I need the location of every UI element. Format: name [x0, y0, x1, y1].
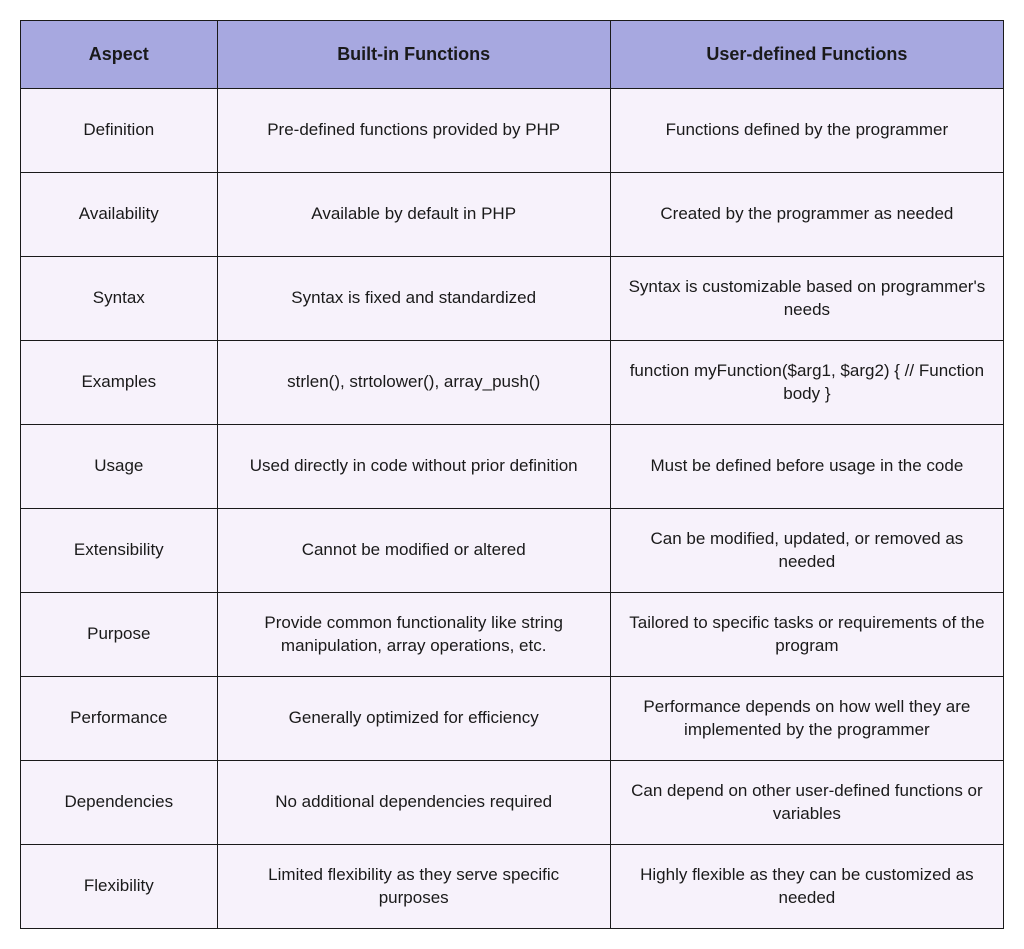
col-header-builtin: Built-in Functions	[217, 21, 610, 89]
aspect-cell: Examples	[21, 341, 218, 425]
userdefined-cell: Functions defined by the programmer	[610, 89, 1003, 173]
userdefined-cell: Created by the programmer as needed	[610, 173, 1003, 257]
aspect-cell: Purpose	[21, 593, 218, 677]
table-row: Syntax Syntax is fixed and standardized …	[21, 257, 1004, 341]
builtin-cell: Limited flexibility as they serve specif…	[217, 845, 610, 929]
builtin-cell: Cannot be modified or altered	[217, 509, 610, 593]
builtin-cell: Provide common functionality like string…	[217, 593, 610, 677]
userdefined-cell: Performance depends on how well they are…	[610, 677, 1003, 761]
comparison-table: Aspect Built-in Functions User-defined F…	[20, 20, 1004, 929]
table-row: Dependencies No additional dependencies …	[21, 761, 1004, 845]
table-row: Examples strlen(), strtolower(), array_p…	[21, 341, 1004, 425]
table-row: Extensibility Cannot be modified or alte…	[21, 509, 1004, 593]
col-header-userdefined: User-defined Functions	[610, 21, 1003, 89]
builtin-cell: Generally optimized for efficiency	[217, 677, 610, 761]
aspect-cell: Usage	[21, 425, 218, 509]
userdefined-cell: Can be modified, updated, or removed as …	[610, 509, 1003, 593]
aspect-cell: Flexibility	[21, 845, 218, 929]
table-row: Usage Used directly in code without prio…	[21, 425, 1004, 509]
comparison-table-container: Aspect Built-in Functions User-defined F…	[20, 20, 1004, 929]
aspect-cell: Performance	[21, 677, 218, 761]
aspect-cell: Dependencies	[21, 761, 218, 845]
userdefined-cell: Syntax is customizable based on programm…	[610, 257, 1003, 341]
builtin-cell: strlen(), strtolower(), array_push()	[217, 341, 610, 425]
aspect-cell: Syntax	[21, 257, 218, 341]
table-header-row: Aspect Built-in Functions User-defined F…	[21, 21, 1004, 89]
builtin-cell: Available by default in PHP	[217, 173, 610, 257]
userdefined-cell: Must be defined before usage in the code	[610, 425, 1003, 509]
builtin-cell: Used directly in code without prior defi…	[217, 425, 610, 509]
table-row: Performance Generally optimized for effi…	[21, 677, 1004, 761]
table-row: Purpose Provide common functionality lik…	[21, 593, 1004, 677]
table-row: Flexibility Limited flexibility as they …	[21, 845, 1004, 929]
aspect-cell: Extensibility	[21, 509, 218, 593]
userdefined-cell: Tailored to specific tasks or requiremen…	[610, 593, 1003, 677]
aspect-cell: Definition	[21, 89, 218, 173]
builtin-cell: No additional dependencies required	[217, 761, 610, 845]
userdefined-cell: Highly flexible as they can be customize…	[610, 845, 1003, 929]
userdefined-cell: Can depend on other user-defined functio…	[610, 761, 1003, 845]
userdefined-cell: function myFunction($arg1, $arg2) { // F…	[610, 341, 1003, 425]
table-row: Definition Pre-defined functions provide…	[21, 89, 1004, 173]
builtin-cell: Pre-defined functions provided by PHP	[217, 89, 610, 173]
col-header-aspect: Aspect	[21, 21, 218, 89]
builtin-cell: Syntax is fixed and standardized	[217, 257, 610, 341]
aspect-cell: Availability	[21, 173, 218, 257]
table-row: Availability Available by default in PHP…	[21, 173, 1004, 257]
